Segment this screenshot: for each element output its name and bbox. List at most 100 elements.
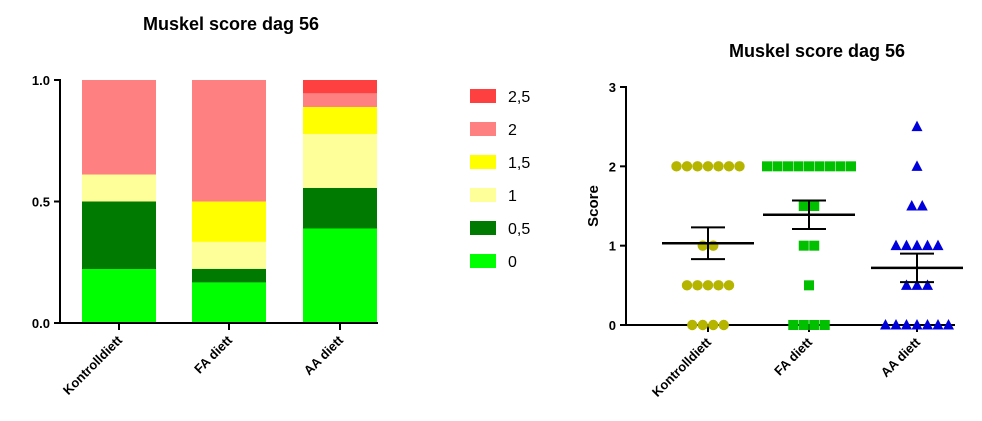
data-point-2-8 [901, 239, 912, 251]
data-point-2-13 [911, 120, 923, 132]
data-point-0-8 [692, 161, 703, 172]
data-point-2-10 [922, 239, 933, 251]
bar-segment-0-4 [82, 80, 156, 175]
data-point-1-9 [793, 161, 804, 172]
legend-label-5: 2,5 [508, 89, 530, 106]
data-point-1-5 [809, 240, 820, 251]
legend-swatch-1 [470, 221, 496, 235]
data-point-0-14 [692, 280, 703, 291]
data-point-1-2 [809, 320, 820, 330]
data-point-1-15 [798, 201, 809, 211]
data-point-2-11 [932, 239, 944, 251]
left-bars [82, 80, 377, 323]
legend-label-2: 1 [508, 188, 517, 205]
data-point-0-0 [687, 319, 698, 331]
right-y-tick-label-0: 0 [609, 318, 616, 333]
right-errorbars [662, 199, 963, 284]
data-point-2-15 [916, 200, 928, 211]
data-point-1-1 [798, 320, 809, 330]
data-point-2-18 [922, 279, 933, 290]
left-y-tick-label-1: 0.5 [32, 195, 50, 210]
bar-segment-2-1 [303, 187, 377, 229]
data-point-2-9 [911, 239, 923, 251]
legend-label-1: 0,5 [508, 221, 530, 238]
data-point-2-4 [922, 319, 933, 330]
data-point-1-12 [825, 161, 835, 172]
data-point-0-11 [723, 161, 735, 172]
data-point-1-4 [798, 240, 809, 251]
bar-segment-1-3 [192, 201, 266, 242]
data-point-2-12 [911, 160, 923, 171]
right-chart-title: Muskel score dag 56 [729, 41, 905, 61]
right-y-axis-label: Score [585, 185, 602, 227]
data-point-2-17 [911, 279, 923, 290]
legend-swatch-0 [470, 254, 496, 268]
left-x-tick-label-0: Kontrolldiett [60, 332, 126, 398]
bar-segment-0-2 [82, 174, 156, 202]
bar-segment-0-1 [82, 201, 156, 270]
left-y-tick-label-0: 0.0 [32, 316, 50, 331]
data-point-2-16 [901, 279, 912, 290]
data-point-1-11 [814, 161, 825, 172]
left-x-tick-label-1: FA diett [191, 332, 235, 376]
data-point-1-6 [762, 161, 772, 172]
left-legend: 2,5 2 1,5 1 0,5 0 [470, 89, 530, 271]
bar-segment-2-2 [303, 133, 377, 188]
data-point-0-17 [723, 280, 735, 291]
data-point-2-1 [890, 319, 902, 330]
right-x-tick-label-1: FA diett [771, 334, 815, 378]
right-axes: 0 1 2 3 Kontrolldiett FA diett AA diett [609, 80, 955, 400]
bar-segment-1-4 [192, 80, 266, 202]
data-point-1-17 [804, 280, 814, 291]
legend-swatch-3 [470, 155, 496, 169]
legend-swatch-2 [470, 188, 496, 202]
data-point-0-7 [681, 161, 693, 172]
data-point-0-13 [681, 280, 693, 291]
scatter-chart: Muskel score dag 56 Score 0 1 2 3 Kontrolldi… [585, 41, 963, 400]
data-point-0-9 [702, 161, 714, 172]
data-point-0-2 [708, 319, 719, 331]
legend-swatch-4 [470, 122, 496, 136]
data-point-1-13 [835, 161, 846, 172]
data-point-1-10 [804, 161, 814, 172]
legend-label-4: 2 [508, 122, 517, 139]
bar-segment-0-0 [82, 269, 156, 323]
stacked-bar-chart: Muskel score dag 56 0.0 0.5 1.0 Kontrolldie… [32, 14, 530, 398]
data-point-2-2 [901, 319, 912, 330]
bar-segment-1-2 [192, 241, 266, 269]
data-point-1-14 [846, 161, 856, 172]
bar-segment-1-0 [192, 282, 266, 323]
data-point-1-16 [809, 201, 820, 211]
data-point-0-6 [671, 161, 682, 172]
data-point-0-4 [697, 240, 708, 251]
right-x-tick-label-2: AA diett [878, 334, 924, 380]
data-point-1-7 [772, 161, 783, 172]
data-point-0-3 [718, 319, 729, 331]
left-x-tick-label-2: AA diett [301, 332, 347, 378]
data-point-2-0 [880, 319, 891, 330]
data-point-0-16 [713, 280, 724, 291]
bar-segment-2-3 [303, 106, 377, 134]
data-point-2-3 [911, 319, 923, 330]
data-point-2-6 [943, 319, 954, 330]
data-point-0-5 [708, 240, 719, 251]
data-point-1-3 [819, 320, 830, 330]
data-point-2-7 [890, 239, 902, 251]
right-y-tick-label-1: 1 [609, 239, 616, 254]
data-point-0-1 [697, 319, 708, 331]
data-point-0-12 [734, 161, 745, 172]
legend-swatch-5 [470, 89, 496, 103]
right-points [671, 120, 954, 331]
bar-segment-1-1 [192, 268, 266, 283]
data-point-0-15 [702, 280, 714, 291]
data-point-0-10 [713, 161, 724, 172]
right-y-tick-label-2: 2 [609, 159, 616, 174]
bar-segment-2-4 [303, 93, 377, 107]
bar-segment-2-0 [303, 228, 377, 323]
right-y-tick-label-3: 3 [609, 80, 616, 95]
data-point-1-8 [783, 161, 793, 172]
right-x-tick-label-0: Kontrolldiett [649, 334, 715, 400]
legend-label-3: 1,5 [508, 155, 530, 172]
data-point-2-14 [906, 200, 918, 211]
